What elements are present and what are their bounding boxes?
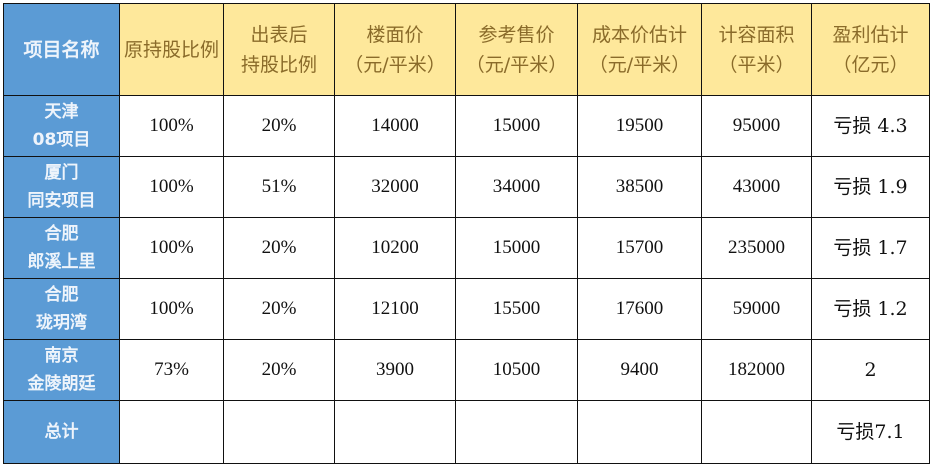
profit-cell: 亏损 4.3 xyxy=(811,95,930,157)
profit-cell: 2 xyxy=(811,339,930,401)
sale-price-cell: 15000 xyxy=(455,95,578,157)
after-share-cell: 20% xyxy=(223,278,335,340)
empty-cell xyxy=(455,400,578,464)
original-share-cell: 73% xyxy=(119,339,224,401)
empty-cell xyxy=(701,400,812,464)
after-share-cell: 20% xyxy=(223,339,335,401)
cost-price-cell: 38500 xyxy=(577,156,702,218)
cost-price-cell: 9400 xyxy=(577,339,702,401)
empty-cell xyxy=(334,400,456,464)
project-name-cell: 合肥 珑玥湾 xyxy=(3,278,120,340)
floor-price-cell: 10200 xyxy=(334,217,456,279)
header-profit: 盈利估计 （亿元） xyxy=(811,3,930,96)
after-share-cell: 20% xyxy=(223,95,335,157)
original-share-cell: 100% xyxy=(119,217,224,279)
table-row: 厦门 同安项目 100% 51% 32000 34000 38500 43000 亏损 1.9 xyxy=(3,156,930,218)
area-cell: 95000 xyxy=(701,95,812,157)
header-floor-price: 楼面价 （元/平米） xyxy=(334,3,456,96)
total-label-cell: 总计 xyxy=(3,400,120,464)
project-name-cell: 厦门 同安项目 xyxy=(3,156,120,218)
table-row: 天津 08项目 100% 20% 14000 15000 19500 95000 亏损 4.3 xyxy=(3,95,930,157)
area-cell: 182000 xyxy=(701,339,812,401)
cost-price-cell: 15700 xyxy=(577,217,702,279)
header-project-name: 项目名称 xyxy=(3,3,120,96)
profit-cell: 亏损 1.2 xyxy=(811,278,930,340)
table-row: 合肥 珑玥湾 100% 20% 12100 15500 17600 59000 亏损 1.2 xyxy=(3,278,930,340)
area-cell: 43000 xyxy=(701,156,812,218)
header-row: 项目名称 原持股比例 出表后 持股比例 楼面价 （元/平米） 参考售价 （元/平米） … xyxy=(3,3,930,96)
profit-cell: 亏损 1.7 xyxy=(811,217,930,279)
sale-price-cell: 10500 xyxy=(455,339,578,401)
empty-cell xyxy=(577,400,702,464)
sale-price-cell: 15000 xyxy=(455,217,578,279)
project-name-cell: 南京 金陵朗廷 xyxy=(3,339,120,401)
header-area: 计容面积 （平米） xyxy=(701,3,812,96)
project-profit-table: 项目名称 原持股比例 出表后 持股比例 楼面价 （元/平米） 参考售价 （元/平米） … xyxy=(3,3,930,464)
floor-price-cell: 14000 xyxy=(334,95,456,157)
original-share-cell: 100% xyxy=(119,156,224,218)
floor-price-cell: 12100 xyxy=(334,278,456,340)
project-name-cell: 天津 08项目 xyxy=(3,95,120,157)
project-name-cell: 合肥 郎溪上里 xyxy=(3,217,120,279)
total-profit-cell: 亏损7.1 xyxy=(811,400,930,464)
header-cost-price: 成本价估计 （元/平米） xyxy=(577,3,702,96)
header-after-share: 出表后 持股比例 xyxy=(223,3,335,96)
cost-price-cell: 19500 xyxy=(577,95,702,157)
sale-price-cell: 15500 xyxy=(455,278,578,340)
sale-price-cell: 34000 xyxy=(455,156,578,218)
empty-cell xyxy=(223,400,335,464)
floor-price-cell: 3900 xyxy=(334,339,456,401)
total-row: 总计 亏损7.1 xyxy=(3,400,930,464)
original-share-cell: 100% xyxy=(119,278,224,340)
after-share-cell: 20% xyxy=(223,217,335,279)
original-share-cell: 100% xyxy=(119,95,224,157)
profit-cell: 亏损 1.9 xyxy=(811,156,930,218)
empty-cell xyxy=(119,400,224,464)
area-cell: 235000 xyxy=(701,217,812,279)
table-row: 南京 金陵朗廷 73% 20% 3900 10500 9400 182000 2 xyxy=(3,339,930,401)
table-row: 合肥 郎溪上里 100% 20% 10200 15000 15700 235000 亏损 1.7 xyxy=(3,217,930,279)
area-cell: 59000 xyxy=(701,278,812,340)
floor-price-cell: 32000 xyxy=(334,156,456,218)
header-original-share: 原持股比例 xyxy=(119,3,224,96)
after-share-cell: 51% xyxy=(223,156,335,218)
cost-price-cell: 17600 xyxy=(577,278,702,340)
header-sale-price: 参考售价 （元/平米） xyxy=(455,3,578,96)
